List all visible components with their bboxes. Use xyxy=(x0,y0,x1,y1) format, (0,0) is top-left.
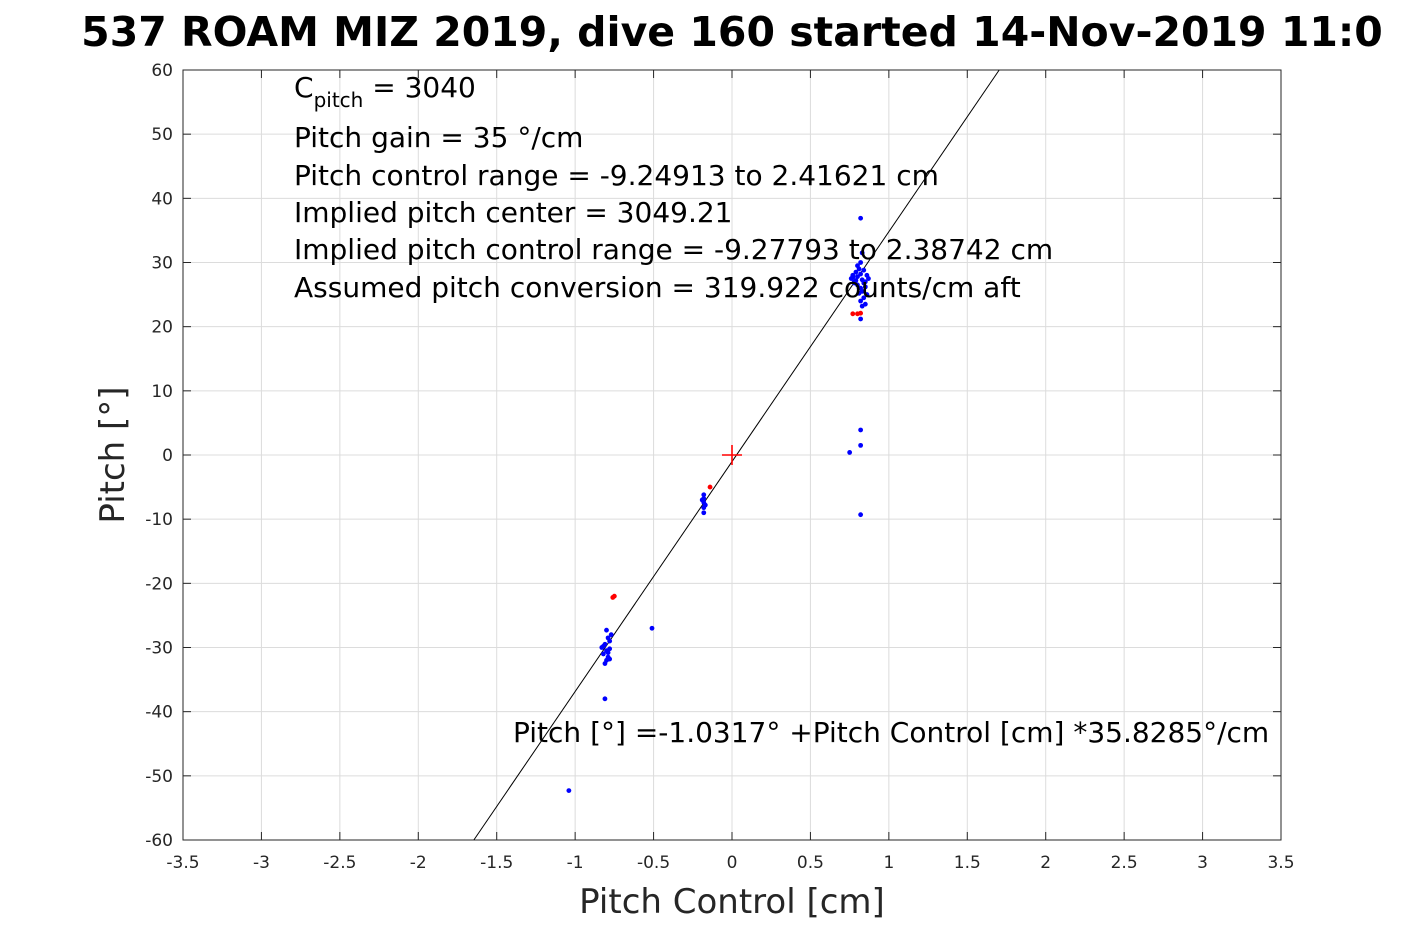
x-tick-label: 2 xyxy=(1040,853,1051,873)
y-tick-label: -30 xyxy=(145,639,173,659)
data-point-blue xyxy=(861,280,867,286)
y-tick-label: 20 xyxy=(151,318,173,338)
y-tick-label: 10 xyxy=(151,382,173,402)
x-tick-label: -0.5 xyxy=(637,853,670,873)
x-tick-label: 0.5 xyxy=(797,853,824,873)
x-tick-label: -2.5 xyxy=(323,853,356,873)
data-point-blue xyxy=(866,276,871,281)
data-point-blue xyxy=(862,301,868,307)
data-point-red xyxy=(707,484,713,490)
data-point-blue xyxy=(699,497,705,503)
data-point-blue xyxy=(861,267,867,273)
y-tick-label: 50 xyxy=(151,125,173,145)
data-point-blue xyxy=(607,638,613,644)
x-tick-label: -2 xyxy=(410,853,427,873)
x-tick-label: 1 xyxy=(883,853,894,873)
data-point-blue xyxy=(850,274,856,280)
data-point-blue xyxy=(851,280,857,286)
x-tick-labels: -3.5 -3 -2.5 -2 -1.5 -1 -0.5 0 0.5 1 1.5 2 2.5 3 3.5 xyxy=(166,853,1294,873)
y-tick-label: 60 xyxy=(151,61,173,81)
y-tick-label: -20 xyxy=(145,574,173,594)
y-tick-label: 30 xyxy=(151,254,173,274)
data-point-blue xyxy=(607,646,613,652)
c-pitch-subscript: pitch xyxy=(314,88,364,112)
data-point-blue xyxy=(858,442,864,448)
y-tick-label: 0 xyxy=(162,446,173,466)
y-tick-label: 40 xyxy=(151,189,173,209)
implied-range-annotation: Implied pitch control range = -9.27793 t… xyxy=(294,233,1053,266)
data-point-blue xyxy=(864,292,870,297)
x-tick-label: 3 xyxy=(1197,853,1208,873)
assumed-conversion-annotation: Assumed pitch conversion = 319.922 count… xyxy=(294,271,1021,304)
data-point-blue xyxy=(701,492,707,498)
x-tick-label: -3.5 xyxy=(166,853,199,873)
data-point-blue xyxy=(566,788,572,793)
y-tick-label: -60 xyxy=(145,831,173,851)
data-point-blue xyxy=(858,512,864,518)
data-point-blue xyxy=(858,298,864,304)
x-tick-label: 0 xyxy=(727,853,738,873)
data-point-red xyxy=(611,593,617,599)
c-pitch-main: C xyxy=(294,71,314,104)
data-point-blue xyxy=(602,696,608,702)
data-point-blue xyxy=(600,651,606,657)
center-marker xyxy=(722,445,742,465)
data-point-blue xyxy=(701,510,707,516)
y-tick-label: -10 xyxy=(145,510,173,530)
tick-marks xyxy=(182,69,1282,841)
data-point-blue xyxy=(862,284,868,290)
data-point-blue xyxy=(859,250,865,256)
data-point-blue xyxy=(847,450,853,455)
y-tick-labels: 60 50 40 30 20 10 0 -10 -20 -30 -40 -50 -60 xyxy=(145,61,173,851)
y-axis-label: Pitch [°] xyxy=(93,386,133,523)
data-point-red xyxy=(850,311,856,317)
data-point-blue xyxy=(856,290,862,296)
x-tick-label: -3 xyxy=(253,853,270,873)
data-point-red xyxy=(858,310,864,316)
annotations: Cpitch = 3040 Pitch gain = 35 °/cm Pitch… xyxy=(294,71,1269,749)
data-points xyxy=(566,215,871,793)
x-tick-label: 1.5 xyxy=(954,853,981,873)
x-tick-label: 2.5 xyxy=(1111,853,1138,873)
data-point-blue xyxy=(604,627,609,633)
data-point-blue xyxy=(858,215,864,221)
x-tick-label: -1 xyxy=(567,853,584,873)
c-pitch-annotation: Cpitch = 3040 xyxy=(294,71,476,112)
data-point-blue xyxy=(702,502,708,508)
data-point-blue xyxy=(853,269,859,275)
fit-equation-annotation: Pitch [°] =-1.0317° +Pitch Control [cm] … xyxy=(513,716,1269,749)
y-tick-label: -50 xyxy=(145,767,173,787)
pitch-gain-annotation: Pitch gain = 35 °/cm xyxy=(294,121,583,154)
data-point-blue xyxy=(607,656,613,662)
x-axis-label: Pitch Control [cm] xyxy=(579,882,885,922)
chart-title: 537 ROAM MIZ 2019, dive 160 started 14-N… xyxy=(81,8,1383,56)
data-point-blue xyxy=(649,625,655,631)
data-point-blue xyxy=(605,650,611,656)
data-point-blue xyxy=(600,643,606,649)
data-point-blue xyxy=(858,427,864,433)
data-point-blue xyxy=(858,271,864,277)
x-tick-label: -1.5 xyxy=(480,853,513,873)
grid-lines xyxy=(182,69,1282,841)
implied-center-annotation: Implied pitch center = 3049.21 xyxy=(294,196,732,229)
data-point-blue xyxy=(855,263,860,269)
control-range-annotation: Pitch control range = -9.24913 to 2.4162… xyxy=(294,159,939,192)
c-pitch-value: = 3040 xyxy=(363,71,476,104)
data-point-blue xyxy=(858,316,864,322)
data-point-blue xyxy=(608,632,614,638)
data-point-blue xyxy=(861,295,867,301)
x-tick-label: 3.5 xyxy=(1267,853,1294,873)
y-tick-label: -40 xyxy=(145,703,173,723)
data-point-blue xyxy=(858,260,864,265)
data-point-blue xyxy=(602,661,608,666)
